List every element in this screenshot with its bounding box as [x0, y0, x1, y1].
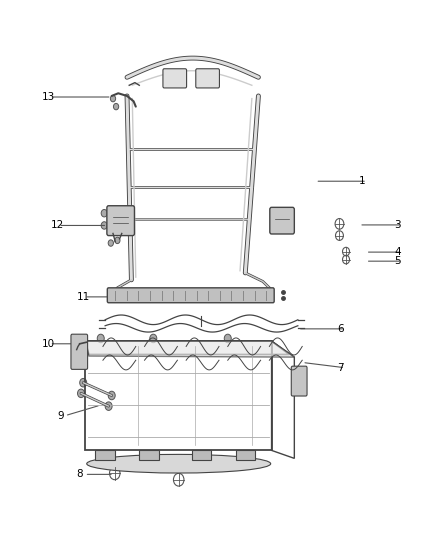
Polygon shape — [85, 341, 294, 357]
Circle shape — [101, 209, 107, 217]
FancyBboxPatch shape — [270, 207, 294, 234]
Text: 7: 7 — [337, 363, 344, 373]
Text: 3: 3 — [394, 220, 401, 230]
Text: 13: 13 — [42, 92, 55, 102]
Circle shape — [105, 402, 112, 410]
Circle shape — [150, 334, 157, 343]
FancyBboxPatch shape — [139, 450, 159, 460]
Circle shape — [101, 222, 107, 229]
Circle shape — [115, 237, 120, 244]
FancyBboxPatch shape — [236, 450, 255, 460]
Text: 6: 6 — [337, 324, 344, 334]
Circle shape — [78, 389, 85, 398]
Text: 10: 10 — [42, 339, 55, 349]
Ellipse shape — [87, 454, 271, 473]
FancyBboxPatch shape — [163, 69, 187, 88]
FancyBboxPatch shape — [291, 366, 307, 396]
Circle shape — [97, 334, 104, 343]
Text: 8: 8 — [77, 470, 83, 479]
FancyBboxPatch shape — [196, 69, 219, 88]
Text: 1: 1 — [359, 176, 366, 186]
FancyBboxPatch shape — [95, 450, 115, 460]
Circle shape — [108, 240, 113, 246]
Text: 12: 12 — [50, 221, 64, 230]
Circle shape — [110, 95, 116, 102]
Text: 5: 5 — [394, 256, 401, 266]
Text: 11: 11 — [77, 292, 90, 302]
Text: 4: 4 — [394, 247, 401, 257]
Text: 9: 9 — [57, 411, 64, 421]
FancyBboxPatch shape — [107, 206, 134, 236]
FancyBboxPatch shape — [107, 288, 274, 303]
Circle shape — [108, 391, 115, 400]
FancyBboxPatch shape — [192, 450, 211, 460]
Circle shape — [224, 334, 231, 343]
Circle shape — [113, 103, 119, 110]
FancyBboxPatch shape — [71, 334, 88, 369]
Circle shape — [80, 378, 87, 387]
